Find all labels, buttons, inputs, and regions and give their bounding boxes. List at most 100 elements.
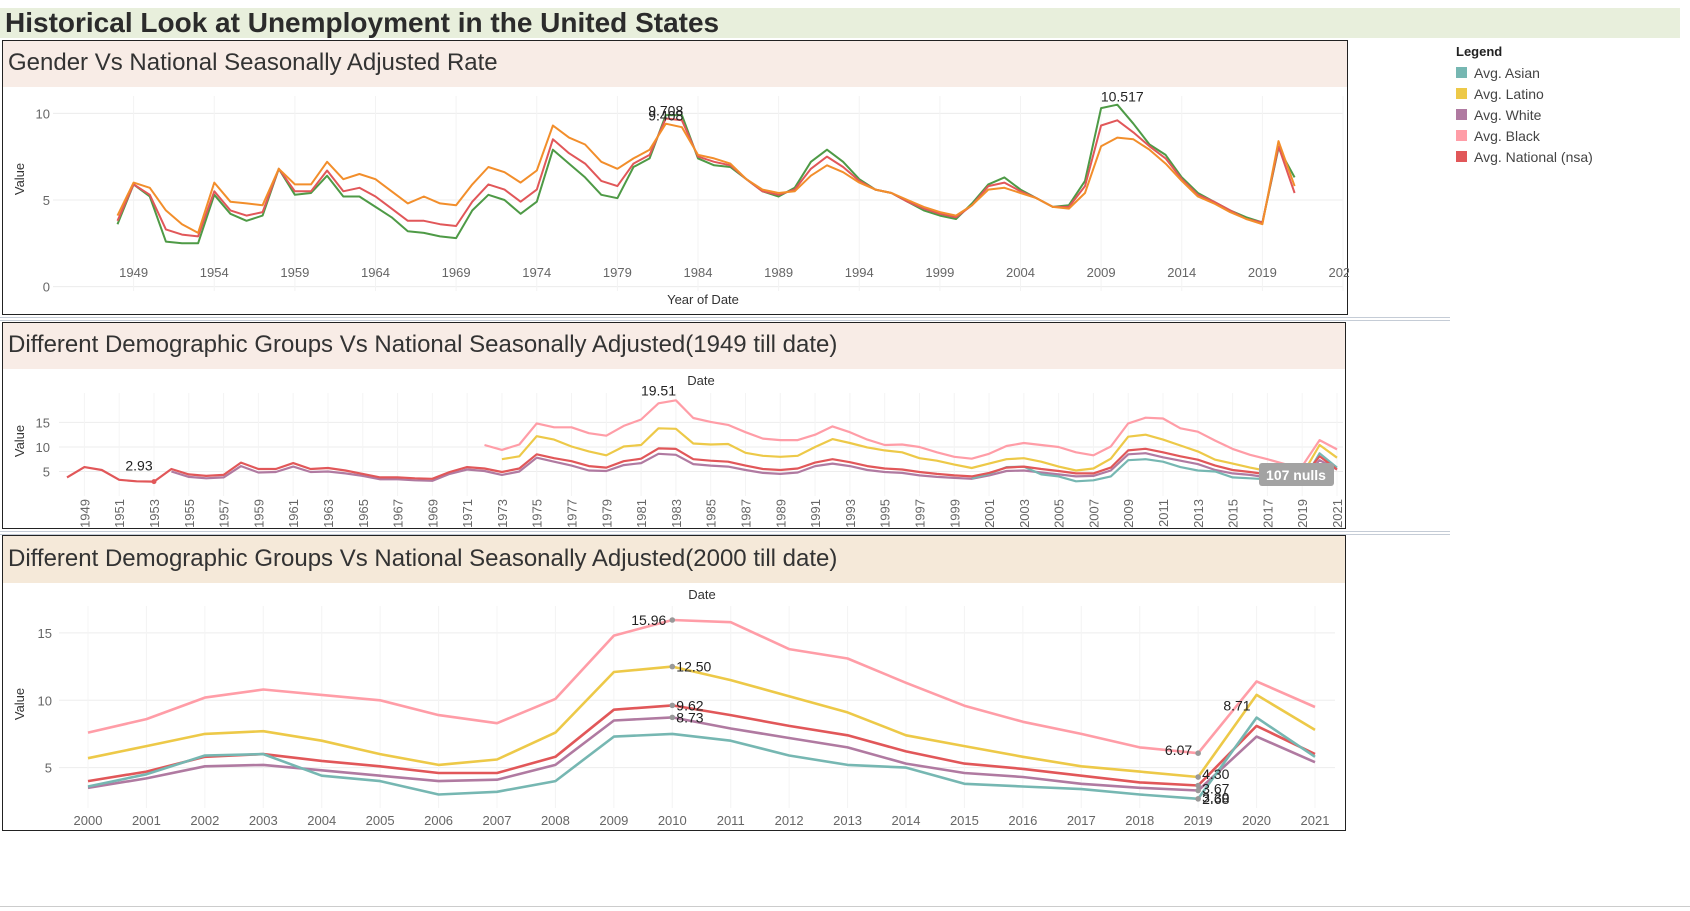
panel-header: Different Demographic Groups Vs National… (3, 323, 1345, 369)
panel-groups-1949[interactable]: Different Demographic Groups Vs National… (2, 322, 1346, 529)
data-label: 3.30 (1202, 789, 1229, 805)
legend-item[interactable]: Avg. Black (1456, 125, 1686, 146)
legend-item[interactable]: Avg. White (1456, 104, 1686, 125)
x-tick-label: 2019 (1184, 813, 1213, 828)
x-tick-label: 2008 (541, 813, 570, 828)
x-tick-label: 1977 (565, 499, 580, 528)
y-tick-label: 5 (45, 761, 52, 776)
legend-label: Avg. Latino (1474, 85, 1544, 102)
data-point-marker (669, 663, 676, 670)
legend-swatch (1456, 151, 1467, 162)
y-tick-label: 15 (38, 626, 52, 641)
x-tick-label: 2014 (892, 813, 921, 828)
x-tick-label: 1964 (361, 265, 390, 280)
dashboard-title: Historical Look at Unemployment in the U… (5, 7, 720, 38)
x-tick-label: 2011 (717, 813, 745, 828)
x-tick-label: 2019 (1295, 499, 1310, 528)
y-tick-label: 15 (36, 415, 50, 430)
x-tick-label: 2019 (1248, 265, 1277, 280)
series-line (87, 618, 1316, 755)
x-tick-label: 2009 (1121, 499, 1136, 528)
x-tick-label: 2015 (950, 813, 979, 828)
x-tick-label: 1969 (442, 265, 471, 280)
x-tick-label: 1979 (603, 265, 632, 280)
x-tick-label: 1963 (321, 499, 336, 528)
data-point-marker (1195, 787, 1201, 794)
y-tick-label: 5 (43, 464, 50, 479)
series-line (66, 447, 1338, 483)
y-axis-title: Value (12, 425, 27, 457)
x-tick-label: 2006 (424, 813, 453, 828)
panel-groups-2000[interactable]: Different Demographic Groups Vs National… (2, 535, 1346, 831)
data-label: 8.71 (1223, 698, 1250, 714)
x-tick-label: 1969 (425, 499, 440, 528)
y-tick-label: 0 (43, 280, 50, 295)
x-tick-label: 2009 (599, 813, 628, 828)
x-tick-label: 1955 (182, 499, 197, 528)
x-tick-label: 1965 (356, 499, 371, 528)
x-tick-label: 1954 (200, 265, 229, 280)
chart-gender-vs-national[interactable]: 0 5 10 1949 1954 1959 1964 1969 1974 1979 1984 1989… (3, 41, 1349, 316)
x-tick-label: 2004 (1006, 265, 1035, 280)
chart-groups-2000[interactable]: 5 10 15 2000 2001 2002 2003 2004 2005 2006 2007 200… (3, 536, 1347, 832)
x-axis-title: Date (688, 587, 715, 602)
x-tick-label: 1967 (391, 499, 406, 528)
data-label: 15.96 (631, 612, 666, 628)
x-tick-label: 2017 (1067, 813, 1096, 828)
panel-header: Gender Vs National Seasonally Adjusted R… (3, 41, 1347, 87)
x-tick-label: 2011 (1156, 499, 1171, 527)
data-label: 2.68 (1202, 791, 1229, 807)
x-tick-label: 2007 (1086, 499, 1101, 528)
x-tick-label: 2014 (1167, 265, 1196, 280)
data-label: 12.50 (676, 659, 711, 675)
data-point-marker (1195, 782, 1201, 789)
legend-swatch (1456, 109, 1467, 120)
legend: Legend Avg. Asian Avg. Latino Avg. White Av… (1456, 44, 1686, 167)
y-axis-title: Value (12, 688, 27, 720)
x-tick-label: 2020 (1242, 813, 1271, 828)
legend-swatch (1456, 67, 1467, 78)
data-label: 8.73 (676, 709, 703, 725)
x-tick-label: 1957 (217, 499, 232, 528)
data-label: 10.517 (1101, 88, 1144, 104)
x-tick-label: 1975 (530, 499, 545, 528)
x-tick-label: 1995 (878, 499, 893, 528)
data-label: 6.07 (1165, 742, 1192, 758)
dashboard-title-bar: Historical Look at Unemployment in the U… (0, 7, 1680, 38)
data-label: 9.62 (676, 697, 703, 713)
x-tick-label: 1959 (280, 265, 309, 280)
bottom-divider (0, 906, 1690, 907)
x-tick-label: 2002 (190, 813, 219, 828)
x-tick-label: 1974 (522, 265, 551, 280)
x-tick-label: 2021 (1301, 813, 1330, 828)
data-point-marker (669, 702, 676, 709)
legend-item[interactable]: Avg. Asian (1456, 62, 1686, 83)
series-line (501, 427, 1338, 476)
x-tick-label: 1999 (947, 499, 962, 528)
panel-title: Different Demographic Groups Vs National… (8, 545, 838, 572)
chart-groups-1949[interactable]: 5 10 15 1949 1951 1953 1955 1957 1959 1961 1963 196… (3, 323, 1347, 530)
x-tick-label: 2024 (1329, 265, 1349, 280)
x-tick-label: 1949 (77, 499, 92, 528)
x-tick-label: 1999 (925, 265, 954, 280)
x-tick-label: 2013 (1191, 499, 1206, 528)
series-line (116, 122, 1296, 234)
data-label: 4.30 (1202, 766, 1229, 782)
nulls-indicator[interactable]: 107 nulls (1259, 463, 1334, 486)
x-tick-label: 2001 (982, 499, 997, 528)
legend-item[interactable]: Avg. National (nsa) (1456, 146, 1686, 167)
panel-gender-vs-national[interactable]: Gender Vs National Seasonally Adjusted R… (2, 40, 1349, 316)
legend-item[interactable]: Avg. Latino (1456, 83, 1686, 104)
x-tick-label: 1997 (912, 499, 927, 528)
x-tick-label: 1979 (599, 499, 614, 528)
panel-separator (0, 317, 1450, 321)
legend-items: Avg. Asian Avg. Latino Avg. White Avg. Blac… (1456, 62, 1686, 167)
x-tick-label: 2018 (1125, 813, 1154, 828)
x-tick-label: 1987 (738, 499, 753, 528)
data-point-marker (669, 714, 676, 721)
x-tick-label: 2012 (775, 813, 804, 828)
x-axis-title: Year of Date (667, 292, 739, 307)
x-tick-label: 2007 (483, 813, 512, 828)
data-label: 9.408 (648, 108, 683, 124)
x-tick-label: 1985 (704, 499, 719, 528)
